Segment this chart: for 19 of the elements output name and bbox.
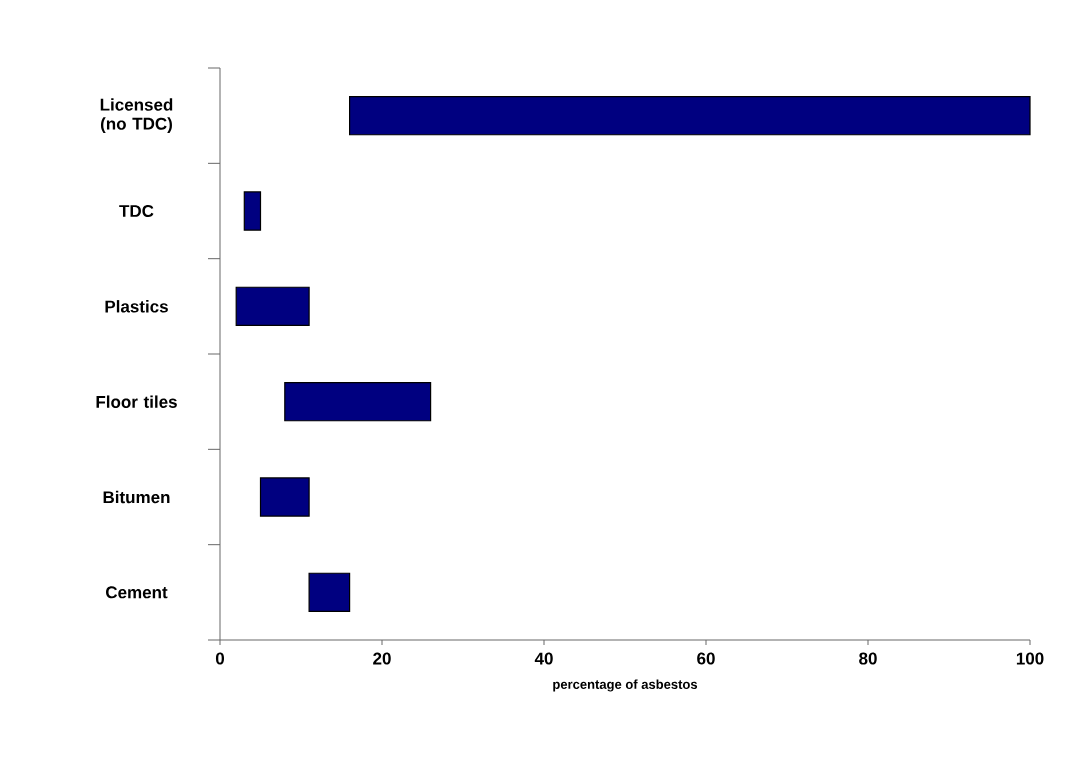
y-tick-label: TDC <box>119 204 154 218</box>
y-tick-label: Cement <box>106 586 168 599</box>
x-tick-label: 60 <box>697 652 715 665</box>
y-tick-label: Plastics <box>105 300 168 313</box>
bar <box>349 96 1031 136</box>
x-tick-label: 20 <box>373 652 391 665</box>
bar <box>235 286 310 327</box>
bar <box>284 382 432 422</box>
bar <box>259 477 310 517</box>
y-tick-label: Floor tiles <box>96 395 177 408</box>
x-axis-title: percentage of asbestos <box>553 679 698 692</box>
y-tick-label: Licensed (no TDC) <box>100 98 173 134</box>
x-tick-label: 80 <box>859 652 877 665</box>
bar <box>308 572 351 613</box>
x-tick-label: 0 <box>215 652 225 665</box>
y-tick-label: Bitumen <box>103 490 170 504</box>
x-tick-label: 100 <box>1016 652 1044 665</box>
bar <box>243 191 262 231</box>
x-tick-label: 40 <box>534 652 553 665</box>
